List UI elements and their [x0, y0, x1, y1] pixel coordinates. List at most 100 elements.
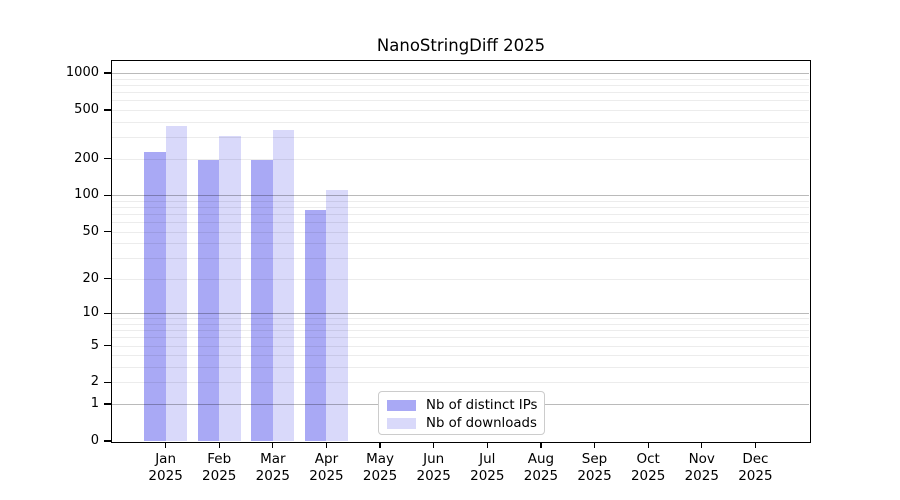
gridline-minor-300: [112, 137, 809, 138]
x-tick-year-oct: 2025: [630, 468, 666, 484]
x-tick-year-feb: 2025: [202, 468, 237, 484]
gridline-minor-40: [112, 243, 809, 245]
y-tick-mark-50: [104, 230, 111, 233]
y-tick-mark-200: [104, 157, 111, 160]
legend: Nb of distinct IPs Nb of downloads: [378, 391, 545, 435]
gridline-minor-60: [112, 222, 809, 224]
x-tick-label-jun: Jun 2025: [394, 451, 474, 485]
bar-downloads-jan: [165, 125, 188, 441]
plot-area: 1000 500 200 100 50 20 10 5 2 1 0 Jan 2025 Feb 2025 Mar…: [66, 60, 811, 484]
x-tick-year-aug: 2025: [523, 468, 559, 484]
gridline-minor-600: [112, 100, 809, 102]
x-tick-mark-nov: [701, 442, 703, 448]
gridline-major-100: [112, 195, 809, 197]
x-tick-mark-sep: [593, 442, 596, 448]
x-tick-mark-dec: [754, 442, 757, 448]
y-tick-mark-10: [104, 312, 111, 314]
x-tick-mark-aug: [540, 442, 542, 448]
bar-downloads-feb: [219, 136, 241, 441]
x-tick-label-feb: Feb 2025: [179, 451, 259, 485]
x-tick-mark-jan: [164, 442, 167, 448]
legend-item-downloads: Nb of downloads: [379, 416, 544, 432]
gridline-minor-8: [112, 323, 809, 325]
gridline-minor-2: [112, 382, 809, 384]
bar-downloads-mar: [272, 130, 295, 441]
gridline-minor-30: [112, 258, 809, 260]
gridline-minor-70: [112, 213, 809, 215]
y-tick-mark-20: [104, 278, 111, 280]
x-tick-year-mar: 2025: [255, 468, 291, 484]
legend-swatch-distinct-ips: [387, 400, 416, 411]
x-tick-label-mar: Mar 2025: [233, 451, 313, 485]
y-tick-mark-5: [104, 344, 111, 347]
y-tick-label-100: 100: [74, 187, 99, 203]
x-tick-label-jan: Jan 2025: [126, 451, 206, 485]
gridline-minor-800: [112, 84, 809, 86]
gridline-minor-9: [112, 318, 809, 320]
x-tick-mark-apr: [325, 442, 328, 448]
y-tick-label-10: 10: [82, 305, 99, 321]
x-tick-label-jul: Jul 2025: [447, 451, 527, 485]
gridline-major-1000: [112, 73, 809, 74]
x-tick-mark-feb: [218, 442, 220, 448]
x-tick-mark-jun: [433, 442, 435, 448]
x-tick-year-dec: 2025: [738, 468, 773, 484]
gridline-minor-4: [112, 355, 809, 357]
gridline-minor-400: [112, 121, 809, 123]
x-tick-label-sep: Sep 2025: [555, 451, 635, 485]
x-tick-label-may: May 2025: [340, 451, 420, 485]
bar-distinct-ips-jan: [144, 151, 166, 441]
x-tick-year-jun: 2025: [416, 468, 451, 484]
x-tick-label-apr: Apr 2025: [286, 451, 366, 485]
y-tick-mark-1: [104, 403, 111, 405]
y-tick-label-20: 20: [82, 270, 99, 286]
gridline-minor-5: [112, 345, 809, 347]
plot-area-inner: 1000 500 200 100 50 20 10 5 2 1 0 Jan 2025 Feb 2025 Mar…: [66, 61, 809, 484]
y-tick-mark-2: [104, 381, 111, 384]
gridline-minor-700: [112, 91, 809, 93]
y-tick-label-0: 0: [90, 433, 99, 448]
x-tick-year-apr: 2025: [309, 468, 344, 484]
x-tick-year-may: 2025: [362, 468, 398, 484]
chart-title: NanoStringDiff 2025: [376, 36, 546, 55]
bar-distinct-ips-apr: [304, 210, 327, 441]
x-tick-mark-mar: [272, 442, 274, 448]
x-tick-label-oct: Oct 2025: [608, 451, 688, 485]
bar-downloads-apr: [326, 190, 348, 441]
y-tick-label-5: 5: [90, 337, 99, 353]
x-tick-year-jan: 2025: [148, 468, 183, 484]
gridline-minor-7: [112, 330, 809, 332]
y-tick-label-500: 500: [74, 101, 99, 117]
gridline-minor-50: [112, 231, 809, 233]
y-tick-label-50: 50: [82, 223, 99, 239]
gridline-minor-20: [112, 278, 809, 280]
gridline-minor-3: [112, 367, 809, 369]
gridline-minor-80: [112, 206, 809, 208]
legend-label-downloads: Nb of downloads: [426, 416, 537, 431]
y-tick-label-1: 1: [90, 396, 99, 412]
legend-label-distinct-ips: Nb of distinct IPs: [426, 398, 538, 413]
y-tick-mark-1000: [104, 72, 111, 74]
gridline-minor-500: [112, 109, 809, 111]
x-tick-label-nov: Nov 2025: [662, 451, 742, 485]
y-tick-mark-100: [104, 194, 111, 196]
y-tick-label-2: 2: [90, 374, 99, 390]
x-tick-year-jul: 2025: [470, 468, 505, 484]
x-tick-label-dec: Dec 2025: [715, 451, 795, 485]
x-tick-mark-oct: [647, 442, 649, 448]
gridline-major-10: [112, 313, 809, 315]
x-tick-mark-may: [379, 442, 381, 448]
gridline-minor-90: [112, 200, 809, 202]
y-tick-mark-0: [104, 440, 111, 442]
gridline-minor-200: [112, 158, 809, 160]
y-tick-label-1000: 1000: [65, 65, 99, 80]
y-tick-label-200: 200: [74, 150, 99, 166]
y-tick-mark-500: [104, 109, 111, 111]
x-tick-label-aug: Aug 2025: [501, 451, 581, 485]
bar-distinct-ips-mar: [251, 160, 273, 441]
gridline-minor-900: [112, 78, 809, 80]
x-tick-mark-jul: [486, 442, 488, 448]
x-tick-year-sep: 2025: [577, 468, 612, 484]
x-tick-year-nov: 2025: [684, 468, 719, 484]
